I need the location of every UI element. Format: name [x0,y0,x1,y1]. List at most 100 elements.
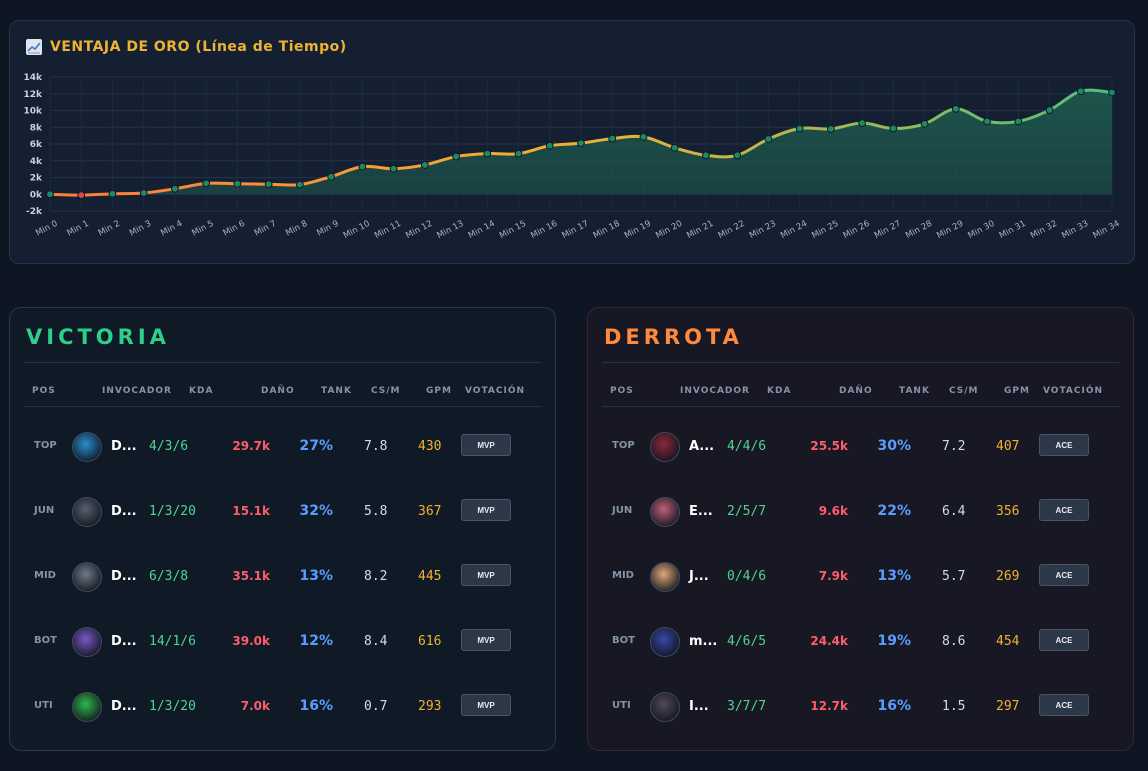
x-tick-label: Min 0 [34,219,59,239]
x-tick-label: Min 33 [1060,219,1090,241]
data-point [108,189,117,198]
data-point [951,104,960,113]
summoner-name[interactable]: D... [111,504,137,519]
vote-button[interactable]: MVP [461,629,511,651]
player-tank: 12% [299,633,333,649]
player-gold-per-min: 293 [418,699,442,714]
header-votacion: VOTACIÓN [465,386,526,396]
player-tank: 22% [877,503,911,519]
x-tick-label: Min 21 [685,219,715,241]
header-pos: POS [610,386,634,396]
player-position: UTI [34,700,53,711]
player-damage: 15.1k [232,504,270,518]
x-tick-label: Min 20 [654,219,684,241]
x-tick-label: Min 34 [1091,219,1121,241]
player-cs-per-min: 6.4 [942,504,966,519]
player-position: UTI [612,700,631,711]
vote-button[interactable]: ACE [1039,694,1089,716]
title-divider [24,362,541,363]
player-damage: 25.5k [810,439,848,453]
champion-avatar[interactable] [72,562,102,592]
summoner-name[interactable]: D... [111,699,137,714]
x-tick-label: Min 14 [467,219,497,241]
data-point [702,151,710,160]
summoner-name[interactable]: E... [689,504,713,519]
player-row: UTI I... 3/7/7 12.7k 16% 1.5 297 ACE [588,687,1133,727]
player-position: JUN [612,505,633,516]
chart-header: VENTAJA DE ORO (Línea de Tiempo) [26,39,347,55]
player-damage: 7.9k [818,569,848,583]
vote-button[interactable]: MVP [461,499,511,521]
data-point [389,164,398,173]
champion-avatar[interactable] [72,692,102,722]
champion-avatar[interactable] [72,432,102,462]
team-victory-panel: VICTORIA POS INVOCADOR KDA DAÑO TANK CS/M GPM VO… [9,307,556,751]
x-tick-label: Min 4 [159,219,184,239]
champion-avatar[interactable] [650,497,680,527]
data-point [670,143,679,152]
champion-avatar[interactable] [650,432,680,462]
team-title: VICTORIA [26,325,170,349]
vote-button[interactable]: MVP [461,564,511,586]
player-kda: 4/3/6 [149,439,189,454]
y-tick-label: 2k [30,174,43,184]
data-point [233,179,242,188]
player-damage: 39.0k [232,634,270,648]
team-defeat-panel: DERROTA POS INVOCADOR KDA DAÑO TANK CS/M GPM VOT… [587,307,1134,751]
y-tick-label: 6k [30,140,43,150]
team-title: DERROTA [604,325,743,349]
summoner-name[interactable]: D... [111,439,137,454]
vote-button[interactable]: ACE [1039,499,1089,521]
player-damage: 12.7k [810,699,848,713]
title-divider [602,362,1119,363]
data-point [202,179,211,188]
data-point [358,162,367,171]
summoner-name[interactable]: A... [689,439,715,454]
player-gold-per-min: 430 [418,439,442,454]
player-row: BOT D... 14/1/6 39.0k 12% 8.4 616 MVP [10,622,555,662]
vote-button[interactable]: ACE [1039,434,1089,456]
summoner-name[interactable]: m... [689,634,718,649]
summoner-name[interactable]: D... [111,634,137,649]
player-tank: 16% [877,698,911,714]
data-point [1076,87,1085,96]
header-divider [24,406,541,407]
vote-button[interactable]: MVP [461,434,511,456]
player-tank: 27% [299,438,333,454]
vote-button[interactable]: ACE [1039,564,1089,586]
champion-avatar[interactable] [650,692,680,722]
header-divider [602,406,1119,407]
summoner-name[interactable]: D... [111,569,137,584]
player-cs-per-min: 5.7 [942,569,966,584]
header-kda: KDA [767,386,792,396]
player-kda: 0/4/6 [727,569,767,584]
header-invocador: INVOCADOR [680,386,750,396]
champion-avatar[interactable] [72,627,102,657]
x-tick-label: Min 26 [842,219,872,241]
x-tick-label: Min 3 [128,219,153,239]
x-tick-label: Min 22 [717,219,747,241]
player-damage: 9.6k [818,504,848,518]
summoner-name[interactable]: I... [689,699,709,714]
data-point [639,132,648,141]
data-point [514,149,523,158]
champion-avatar[interactable] [650,562,680,592]
summoner-name[interactable]: J... [689,569,709,584]
player-cs-per-min: 8.6 [942,634,966,649]
header-dano: DAÑO [261,386,295,396]
y-tick-label: 14k [23,73,43,83]
player-gold-per-min: 269 [996,569,1020,584]
data-point [983,117,991,126]
player-tank: 32% [299,503,333,519]
chart-increasing-icon [26,39,42,55]
player-position: BOT [612,635,635,646]
champion-avatar[interactable] [650,627,680,657]
x-tick-label: Min 31 [998,219,1028,241]
champion-avatar[interactable] [72,497,102,527]
vote-button[interactable]: ACE [1039,629,1089,651]
vote-button[interactable]: MVP [461,694,511,716]
data-point [795,124,804,133]
player-tank: 13% [877,568,911,584]
data-point [1045,106,1054,114]
x-tick-label: Min 16 [529,219,559,241]
